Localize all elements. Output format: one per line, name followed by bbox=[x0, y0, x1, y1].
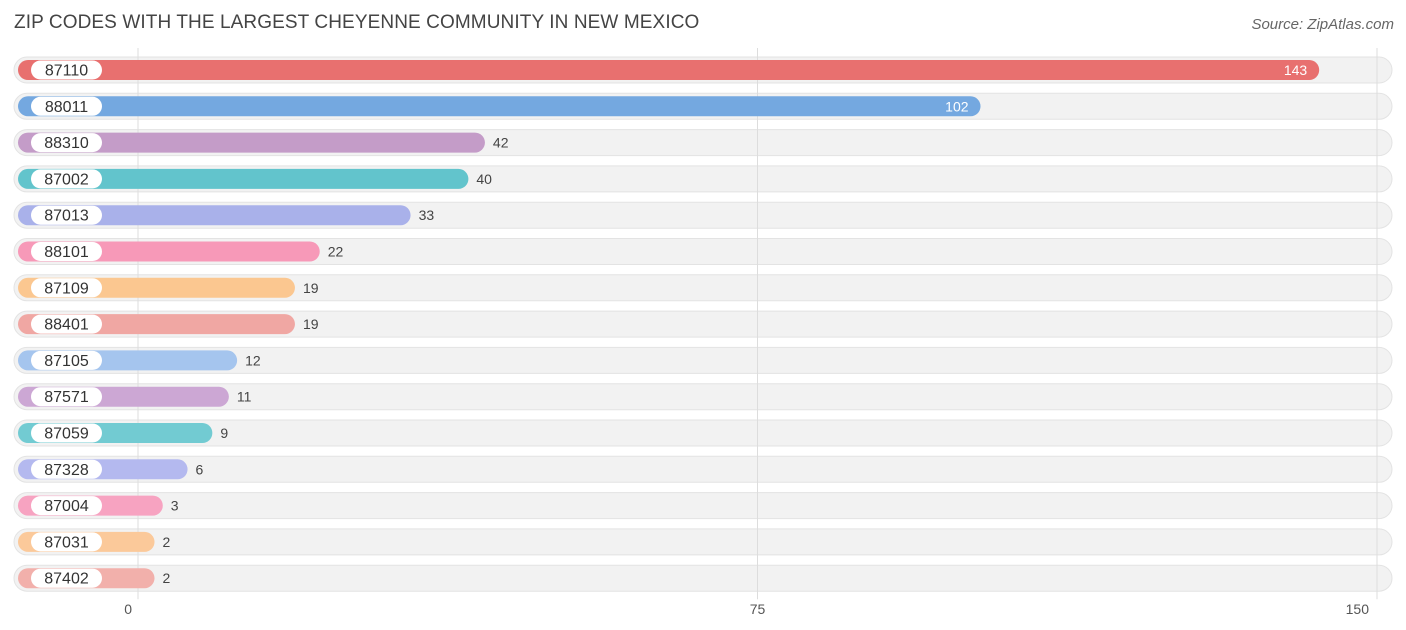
category-pill bbox=[31, 314, 102, 334]
value-label: 6 bbox=[196, 461, 204, 477]
value-label: 2 bbox=[163, 534, 171, 550]
x-tick-label: 150 bbox=[1346, 601, 1370, 617]
category-label: 87013 bbox=[44, 208, 89, 225]
value-label: 33 bbox=[419, 207, 435, 223]
row-background bbox=[13, 383, 1393, 411]
category-pill bbox=[31, 133, 102, 153]
row-background bbox=[13, 419, 1393, 447]
category-pill bbox=[31, 423, 102, 443]
category-pill bbox=[31, 278, 102, 298]
category-pill bbox=[31, 459, 102, 479]
row-background bbox=[13, 492, 1393, 520]
category-label: 87059 bbox=[44, 426, 89, 443]
source-attribution: Source: ZipAtlas.com bbox=[1251, 16, 1394, 33]
category-pill bbox=[31, 350, 102, 370]
value-label: 19 bbox=[303, 316, 319, 332]
category-label: 87031 bbox=[44, 534, 89, 551]
row-background bbox=[13, 564, 1393, 592]
category-pill bbox=[31, 205, 102, 225]
x-tick-label: 75 bbox=[750, 601, 766, 617]
value-label: 22 bbox=[328, 244, 344, 260]
value-label: 11 bbox=[237, 389, 252, 405]
category-label: 87004 bbox=[44, 498, 89, 515]
bar bbox=[18, 205, 411, 226]
chart-title: ZIP CODES WITH THE LARGEST CHEYENNE COMM… bbox=[14, 12, 700, 33]
row-background bbox=[13, 528, 1393, 556]
category-pill bbox=[31, 96, 102, 116]
category-label: 88310 bbox=[44, 135, 89, 152]
category-pill bbox=[31, 496, 102, 516]
value-label: 2 bbox=[163, 570, 171, 586]
x-tick-label: 0 bbox=[124, 601, 132, 617]
value-label: 42 bbox=[493, 135, 509, 151]
category-label: 88011 bbox=[45, 99, 88, 116]
category-pill bbox=[31, 532, 102, 552]
category-pill bbox=[31, 60, 102, 80]
category-label: 88101 bbox=[44, 244, 89, 261]
value-label: 143 bbox=[1284, 62, 1308, 78]
value-label: 102 bbox=[945, 98, 969, 114]
category-label: 87571 bbox=[44, 389, 89, 406]
bar bbox=[18, 60, 1320, 80]
category-label: 87402 bbox=[44, 571, 89, 588]
category-label: 87110 bbox=[45, 63, 88, 80]
category-pill bbox=[31, 387, 102, 407]
row-background bbox=[13, 274, 1393, 302]
category-pill bbox=[31, 169, 102, 189]
category-label: 87109 bbox=[44, 280, 89, 297]
category-label: 87002 bbox=[44, 171, 89, 188]
bar bbox=[18, 96, 981, 117]
row-background bbox=[13, 310, 1393, 338]
row-background bbox=[13, 346, 1393, 374]
bar bbox=[18, 132, 485, 153]
value-label: 3 bbox=[171, 498, 179, 514]
bar bbox=[18, 168, 469, 189]
category-pill bbox=[31, 242, 102, 261]
category-label: 88401 bbox=[44, 317, 89, 334]
category-pill bbox=[31, 568, 102, 588]
row-background bbox=[13, 238, 1393, 265]
row-background bbox=[13, 455, 1393, 483]
category-label: 87328 bbox=[44, 462, 89, 479]
category-label: 87105 bbox=[44, 353, 89, 370]
value-label: 12 bbox=[245, 352, 261, 368]
value-label: 19 bbox=[303, 280, 319, 296]
value-label: 9 bbox=[220, 425, 228, 441]
value-label: 40 bbox=[476, 171, 492, 187]
